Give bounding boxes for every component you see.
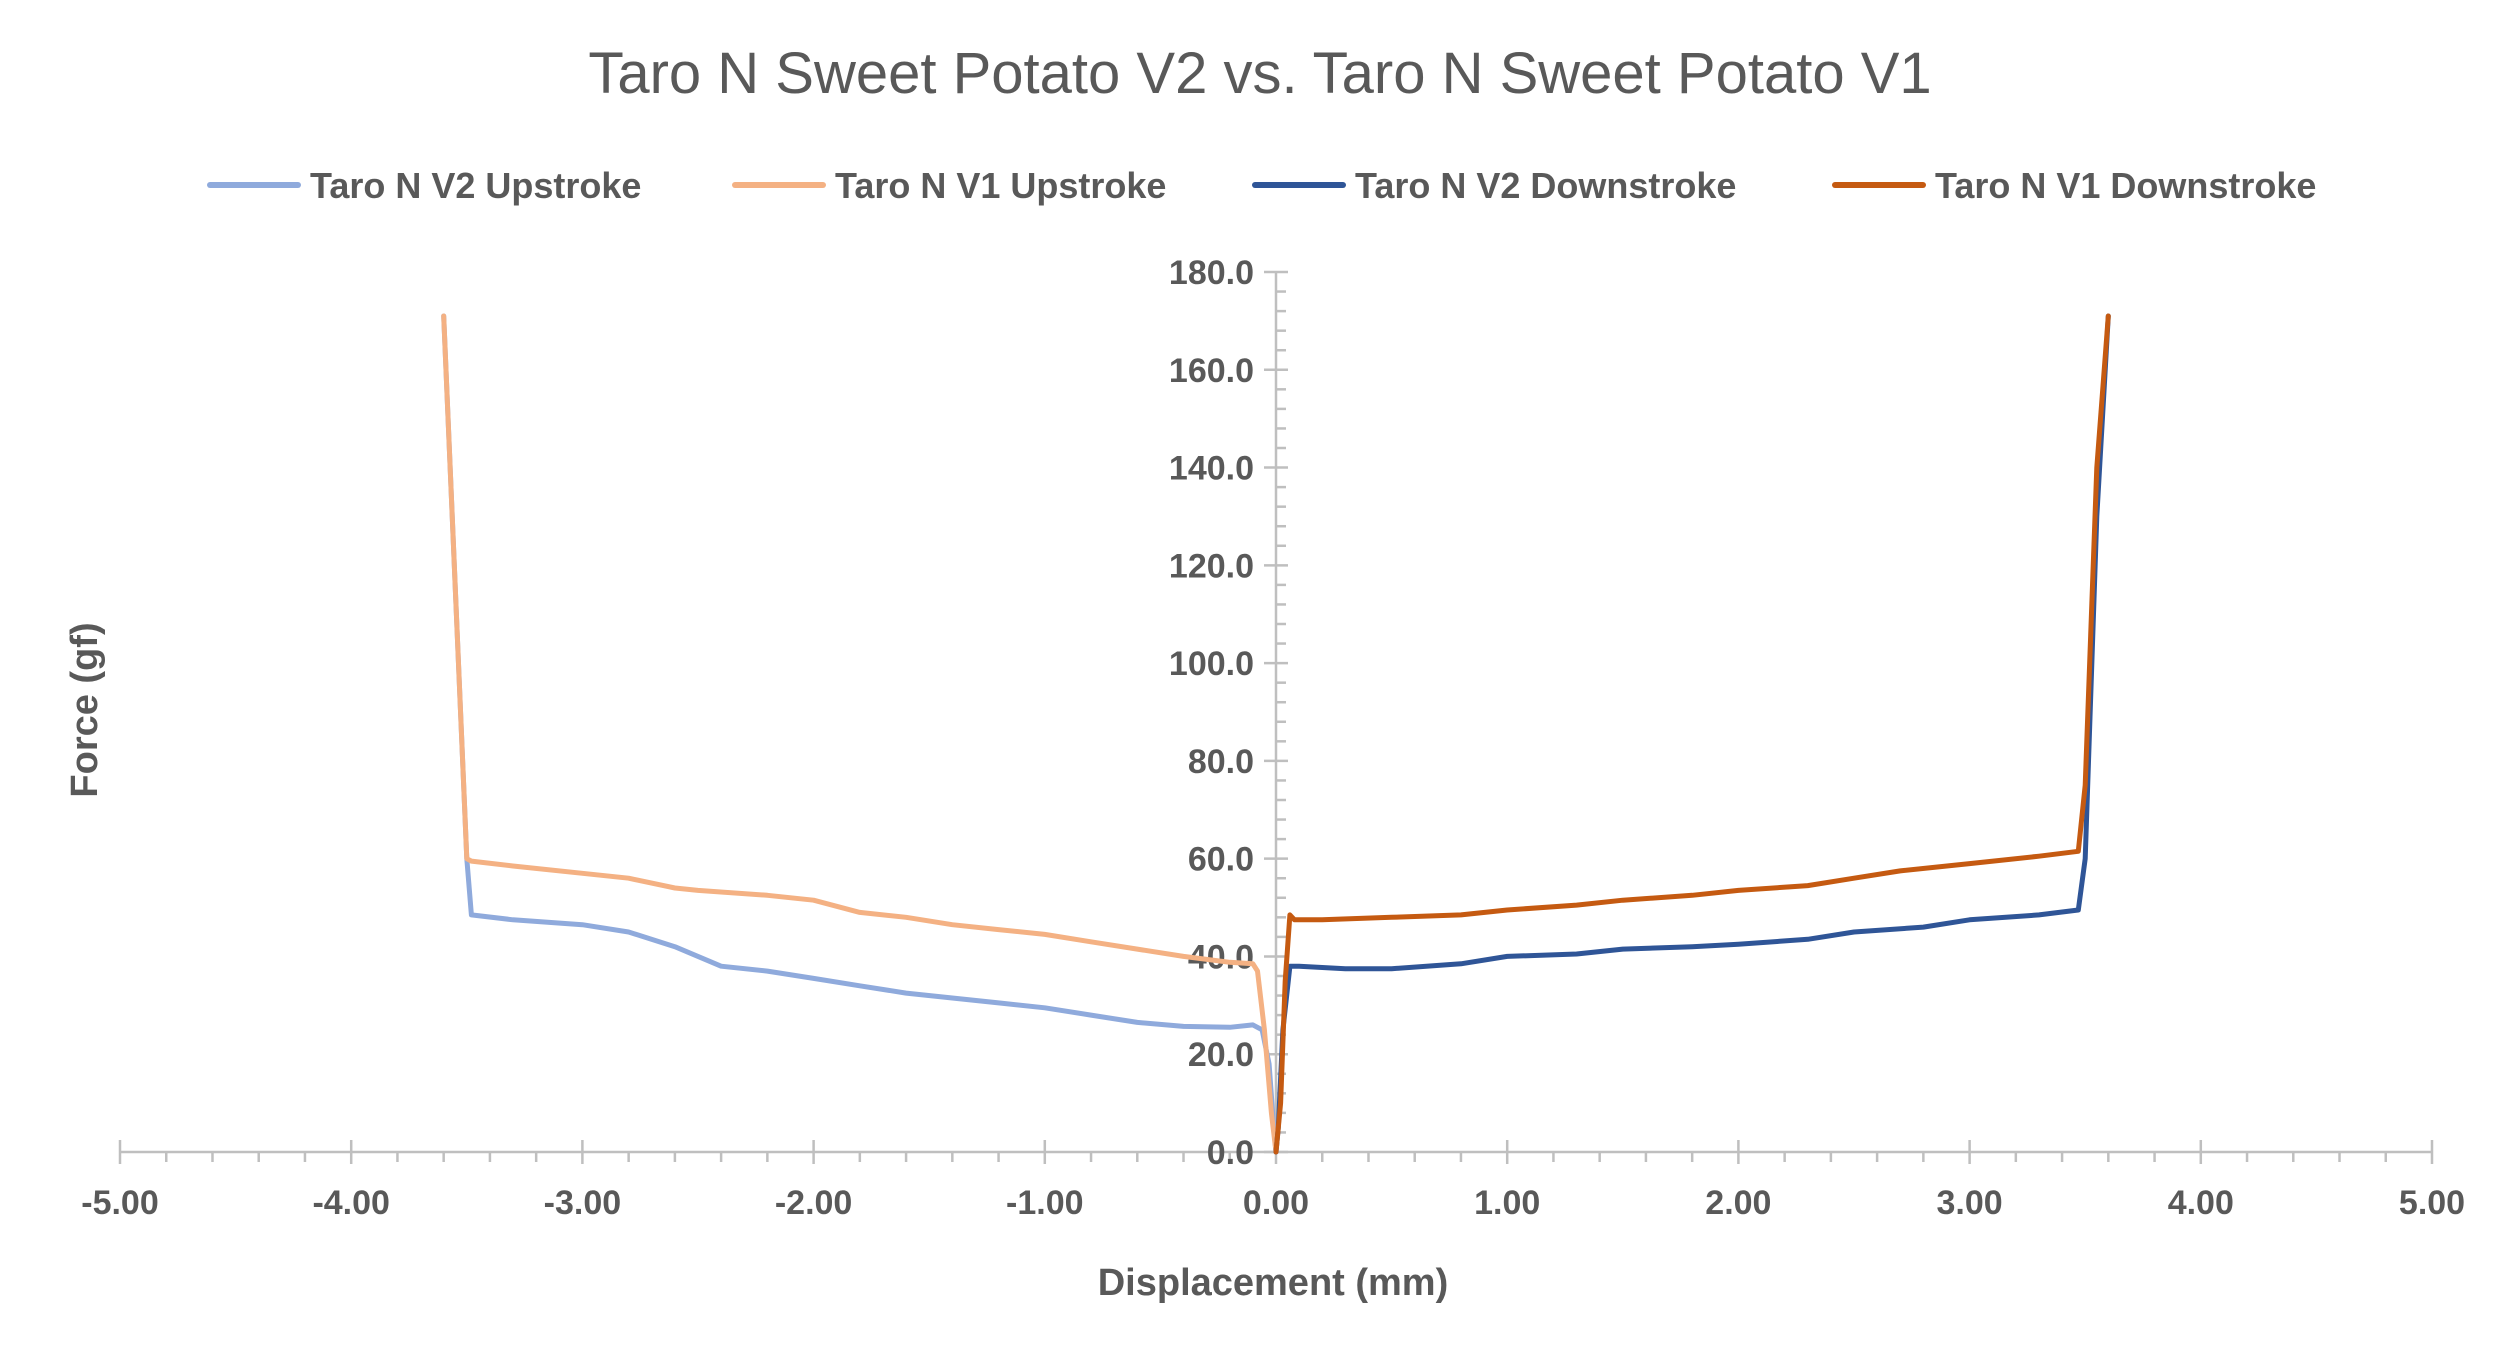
chart-title: Taro N Sweet Potato V2 vs. Taro N Sweet … (588, 41, 1931, 106)
y-tick-label: 180.0 (1169, 254, 1254, 292)
y-tick-label: 20.0 (1188, 1036, 1254, 1074)
legend-label: Taro N V2 Downstroke (1355, 165, 1736, 206)
x-tick-label: -3.00 (544, 1184, 622, 1222)
x-tick-label: 4.00 (2168, 1184, 2234, 1222)
x-tick-label: -1.00 (1006, 1184, 1084, 1222)
chart-legend: Taro N V2 Upstroke Taro N V1 Upstroke Taro… (207, 165, 2316, 206)
x-tick-label: 5.00 (2399, 1184, 2465, 1222)
x-axis-ticks: -5.00 -4.00 -3.00 -2.00 -1.00 0.00 1.00 2.00 3.0… (81, 1140, 2465, 1222)
x-tick-label: -2.00 (775, 1184, 853, 1222)
y-tick-label: 120.0 (1169, 547, 1254, 585)
series-group (441, 313, 2111, 1155)
y-axis-title: Force (gf) (64, 622, 106, 797)
series-line-3 (1273, 313, 2111, 1155)
y-tick-label: 100.0 (1169, 645, 1254, 683)
x-tick-label: -4.00 (312, 1184, 390, 1222)
series-line-4 (1273, 313, 2111, 1155)
x-axis-title: Displacement (mm) (1098, 1262, 1449, 1304)
series-line-2 (441, 313, 1279, 1155)
series-line-1 (441, 313, 1279, 1155)
x-tick-label: 1.00 (1474, 1184, 1540, 1222)
legend-label: Taro N V1 Upstroke (835, 165, 1166, 206)
y-tick-label: 0.0 (1207, 1134, 1254, 1172)
y-tick-label: 80.0 (1188, 743, 1254, 781)
y-tick-label: 140.0 (1169, 450, 1254, 488)
x-tick-label: -5.00 (81, 1184, 159, 1222)
y-tick-label: 60.0 (1188, 841, 1254, 879)
legend-label: Taro N V2 Upstroke (310, 165, 641, 206)
y-axis-ticks: 0.020.040.060.080.0100.0120.0140.0160.01… (1169, 254, 1288, 1172)
legend-label: Taro N V1 Downstroke (1935, 165, 2316, 206)
x-tick-label: 3.00 (1937, 1184, 2003, 1222)
x-tick-label: 2.00 (1705, 1184, 1771, 1222)
x-tick-label: 0.00 (1243, 1184, 1309, 1222)
y-tick-label: 160.0 (1169, 352, 1254, 390)
